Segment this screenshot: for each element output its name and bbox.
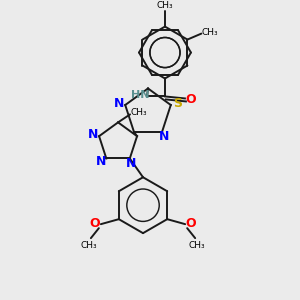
Text: N: N <box>96 155 106 168</box>
Text: CH₃: CH₃ <box>131 108 147 117</box>
Text: O: O <box>186 217 196 230</box>
Text: O: O <box>186 93 196 106</box>
Text: CH₃: CH₃ <box>189 241 206 250</box>
Text: HN: HN <box>131 90 149 100</box>
Text: N: N <box>159 130 169 143</box>
Text: N: N <box>114 97 124 110</box>
Text: CH₃: CH₃ <box>157 1 173 10</box>
Text: N: N <box>88 128 98 141</box>
Text: CH₃: CH₃ <box>81 241 97 250</box>
Text: O: O <box>90 217 100 230</box>
Text: S: S <box>173 97 182 110</box>
Text: N: N <box>126 157 136 170</box>
Text: CH₃: CH₃ <box>201 28 218 37</box>
